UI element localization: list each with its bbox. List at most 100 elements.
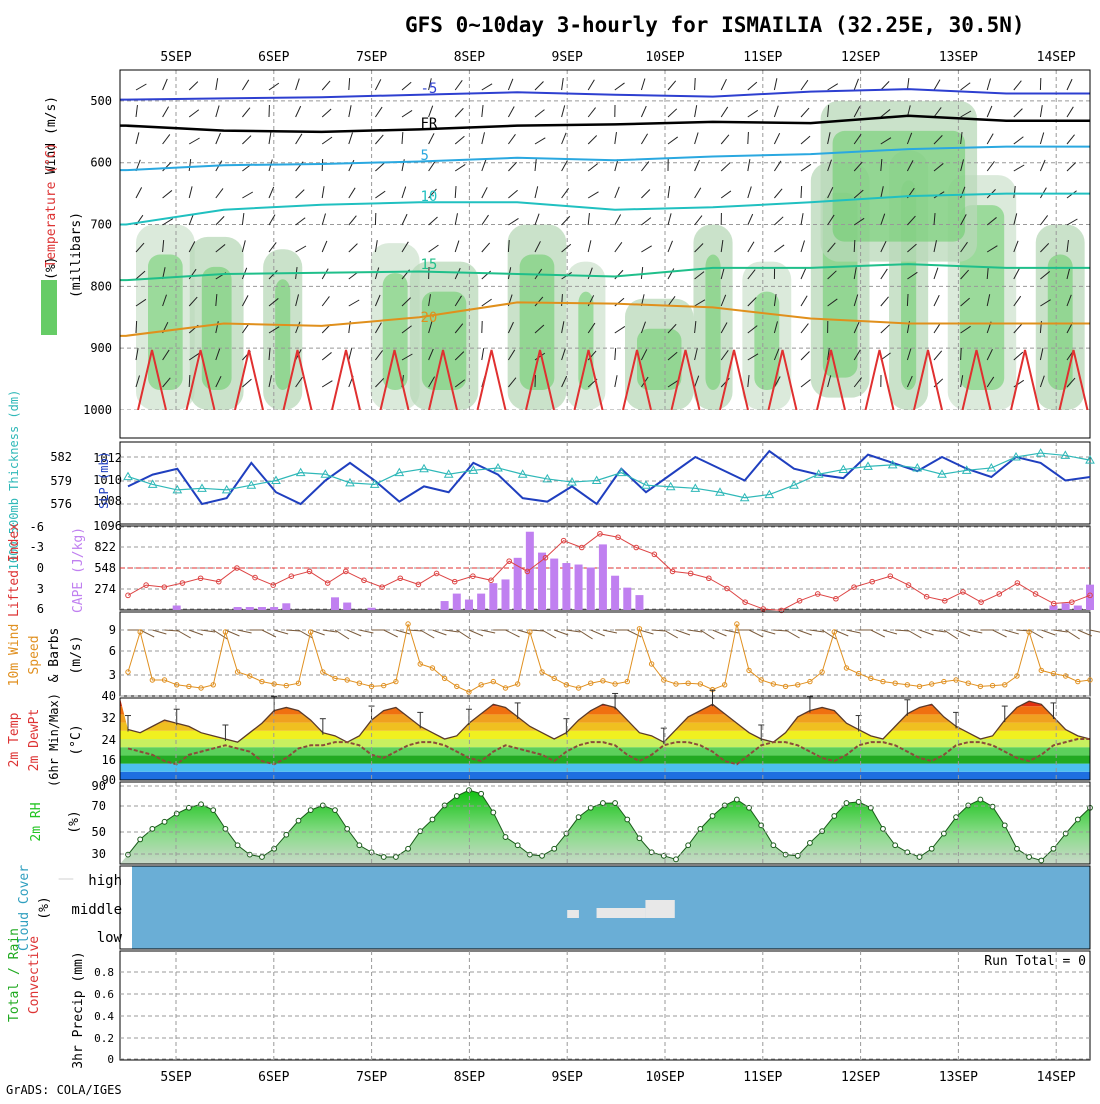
cape-bar: [1074, 606, 1082, 610]
wind-barb: [748, 159, 750, 171]
precip-tick: 0.8: [94, 966, 114, 979]
axis-label: (%): [67, 810, 82, 833]
cloud-level-label: middle: [71, 902, 122, 918]
wind-barb: [562, 161, 568, 171]
wind-barb: [322, 81, 330, 90]
top-day-label: 12SEP: [841, 50, 880, 65]
surface-wind-barb: [396, 630, 410, 634]
wind-barb: [774, 161, 781, 171]
axis-label: Total / Rain: [7, 928, 22, 1022]
rh-marker: [430, 817, 435, 822]
wind-barb: [535, 186, 538, 198]
wind-barb: [881, 297, 889, 306]
rh-marker: [734, 797, 739, 802]
rh-marker: [954, 815, 959, 820]
wind-barb: [588, 240, 591, 252]
surface-wind-barb: [420, 630, 434, 638]
temp-color-band: [120, 772, 1090, 780]
wind-barb: [615, 348, 616, 360]
surface-wind-barb: [177, 630, 191, 638]
cape-tick: 548: [94, 561, 116, 575]
wind-barb: [1040, 105, 1042, 117]
rh-marker: [235, 843, 240, 848]
wind-barb: [242, 192, 252, 198]
rh-marker: [576, 815, 581, 820]
wind-barb: [455, 80, 462, 90]
chart-title: GFS 0~10day 3-hourly for ISMAILIA (32.25…: [405, 13, 1025, 37]
wind-barb: [136, 187, 142, 198]
wind-barb: [189, 159, 190, 171]
lifted-tick: -3: [30, 540, 44, 554]
wind-barb: [296, 190, 305, 198]
wind-barb: [668, 109, 677, 117]
surface-wind-barb: [883, 630, 897, 634]
wind-barb: [163, 107, 169, 117]
wind-barb: [588, 80, 594, 90]
wind-barb: [349, 216, 357, 225]
wind-barb: [136, 132, 139, 144]
rh-marker: [247, 852, 252, 857]
surface-wind-barb: [993, 630, 1007, 637]
wind-barb: [588, 108, 595, 117]
top-day-label: 14SEP: [1037, 50, 1076, 65]
rh-shade-core: [705, 255, 720, 390]
surface-wind-barb: [749, 630, 763, 637]
wind-barb: [881, 325, 890, 333]
rh-marker: [601, 801, 606, 806]
cape-bar: [368, 608, 376, 610]
rh-marker: [357, 843, 362, 848]
wind-barb: [296, 246, 306, 252]
surface-wind-barb: [1090, 630, 1100, 633]
rh-marker: [978, 797, 983, 802]
rh-marker: [929, 846, 934, 851]
rh-marker: [150, 826, 155, 831]
surface-wind-barb: [676, 630, 690, 635]
wind-barb: [774, 189, 782, 198]
rh-marker: [966, 803, 971, 808]
contour-label: 15: [421, 257, 438, 273]
surface-wind-barb: [542, 630, 556, 638]
wind-barb: [641, 267, 642, 279]
rh-marker: [844, 801, 849, 806]
rh-marker: [552, 846, 557, 851]
wind-barb: [322, 269, 328, 279]
wind-barb: [668, 213, 671, 225]
wind-barb: [748, 242, 754, 252]
wind-barb: [1014, 137, 1024, 144]
cape-bar: [343, 603, 351, 610]
rh-marker: [686, 843, 691, 848]
rh-marker: [393, 855, 398, 860]
wind-barb: [482, 160, 486, 171]
wind-barb: [402, 132, 403, 144]
axis-label: SLP (mb): [97, 451, 111, 509]
wind-barb: [163, 134, 170, 144]
rh-marker: [625, 817, 630, 822]
cape-bar: [575, 565, 583, 610]
rh-marker: [613, 801, 618, 806]
wind-barb: [482, 187, 487, 198]
wind-barb: [163, 162, 171, 171]
wind-barb: [987, 78, 990, 90]
wind-barb: [482, 299, 492, 306]
rh-tick: 30: [92, 847, 106, 861]
wind-barb: [801, 352, 809, 360]
wind-barb: [801, 324, 808, 333]
wind-barb: [748, 132, 749, 144]
rh-marker: [418, 829, 423, 834]
rh-marker: [138, 837, 143, 842]
precip-tick: 0.4: [94, 1010, 114, 1023]
bottom-day-label: 6SEP: [258, 1070, 289, 1085]
wind-barb: [1040, 215, 1047, 225]
wind-barb: [349, 244, 358, 252]
wind-barb: [1014, 81, 1022, 90]
cape-bar: [465, 600, 473, 610]
surface-wind-barb: [274, 630, 288, 634]
wind-barb: [189, 186, 192, 198]
surface-wind-barb: [189, 630, 203, 635]
surface-wind-barb: [323, 630, 337, 632]
wind-barb: [216, 188, 223, 198]
axis-label: Temperature (°C): [44, 142, 59, 267]
rh-tick: 50: [92, 825, 106, 839]
surface-wind-barb: [432, 630, 446, 635]
wind-barb: [801, 241, 805, 252]
